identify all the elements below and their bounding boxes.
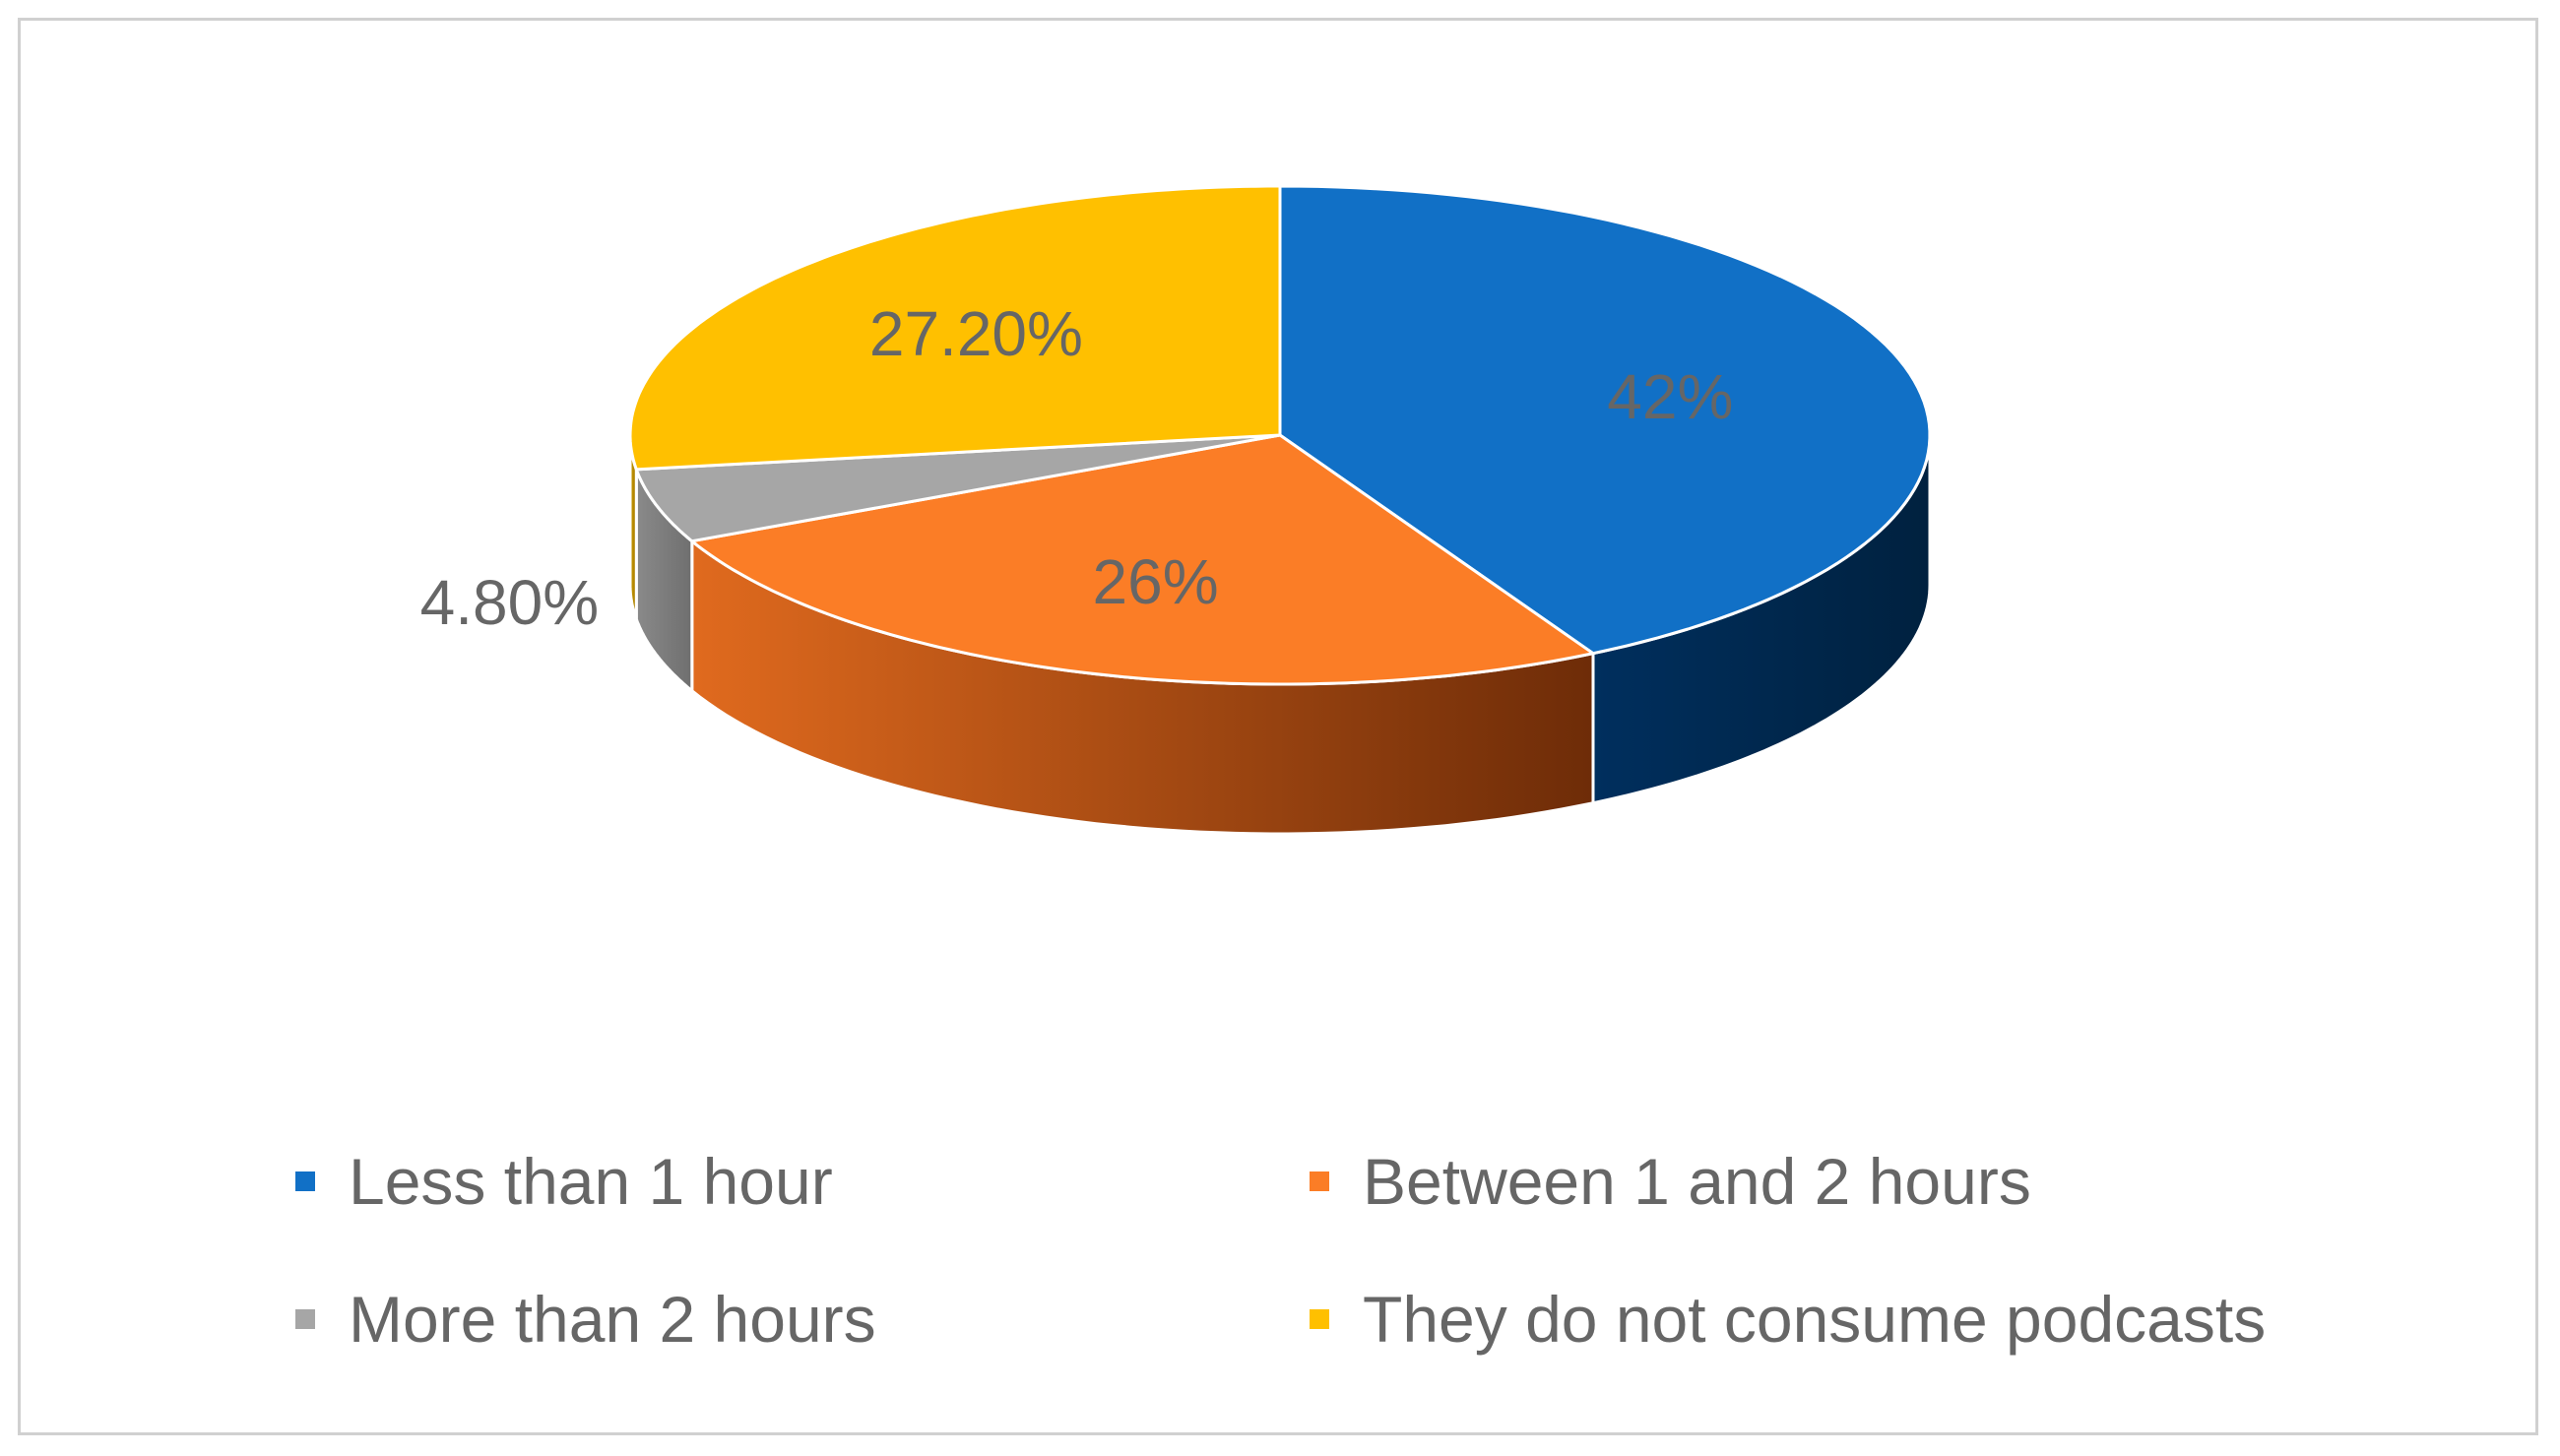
legend-swatch-less-than-1-hour — [295, 1171, 315, 1191]
pie-data-labels: 42% 26% 4.80% 27.20% — [420, 298, 1734, 638]
legend-swatch-more-than-2-hours — [295, 1309, 315, 1329]
pie-slice-between-1-and-2-hours — [690, 433, 1595, 686]
data-label-less-than-1-hour: 42% — [1607, 361, 1733, 432]
data-label-they-do-not-consume-podcasts: 27.20% — [869, 298, 1083, 369]
legend-item-between-1-and-2-hours: Between 1 and 2 hours — [1310, 1142, 2363, 1221]
legend-item-less-than-1-hour: Less than 1 hour — [295, 1142, 1310, 1221]
legend-label: Between 1 and 2 hours — [1363, 1145, 2031, 1218]
legend-label: More than 2 hours — [349, 1283, 876, 1356]
legend-label: Less than 1 hour — [349, 1145, 833, 1218]
pie-tops — [628, 184, 1932, 686]
data-label-more-than-2-hours: 4.80% — [420, 567, 599, 638]
legend-item-no-podcasts: They do not consume podcasts — [1310, 1280, 2363, 1359]
legend-swatch-between-1-and-2-hours — [1310, 1171, 1329, 1191]
legend-item-more-than-2-hours: More than 2 hours — [295, 1280, 1310, 1359]
legend-swatch-no-podcasts — [1310, 1309, 1329, 1329]
pie-slice-less-than-1-hour — [1278, 184, 1932, 656]
pie-slice-they-do-not-consume-podcasts — [628, 184, 1282, 472]
data-label-between-1-and-2-hours: 26% — [1093, 546, 1219, 617]
legend: Less than 1 hour Between 1 and 2 hours M… — [295, 1142, 2363, 1359]
legend-label: They do not consume podcasts — [1363, 1283, 2267, 1356]
